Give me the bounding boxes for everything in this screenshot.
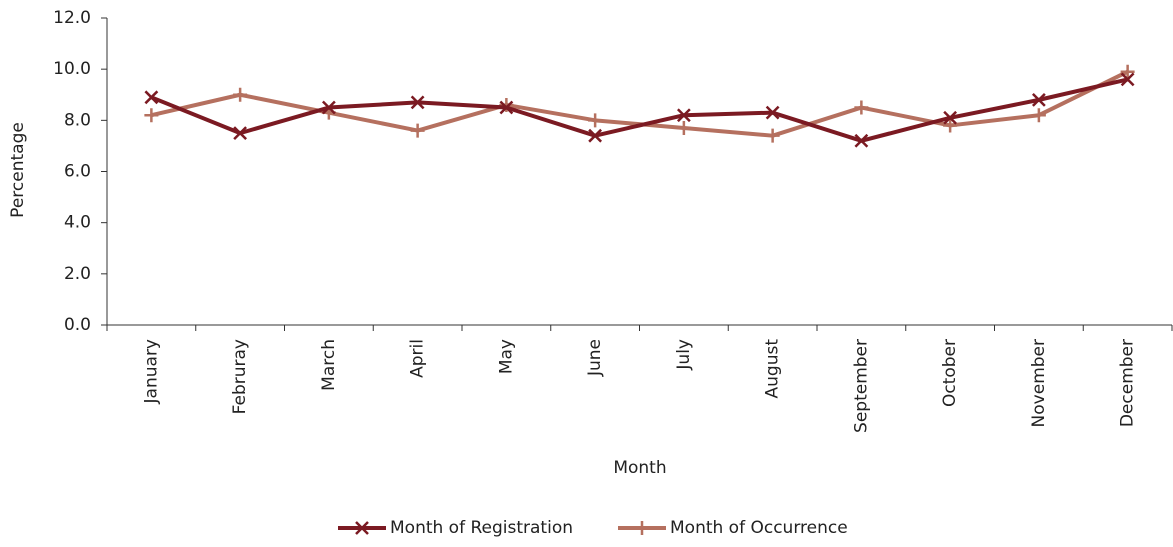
marker [499,100,514,115]
marker [499,97,514,112]
marker [765,128,780,143]
legend-label: Month of Registration [390,518,573,538]
y-tick-label: 2.0 [64,264,91,284]
marker [1031,108,1046,123]
x-tick-label: March [319,339,339,391]
y-axis-title: Percentage [8,122,28,218]
marker [588,113,603,128]
x-tick-label: November [1029,339,1049,427]
y-tick-label: 4.0 [64,213,91,233]
x-tick-label: April [408,339,428,378]
y-tick-label: 10.0 [53,59,91,79]
legend-label: Month of Occurrence [670,518,848,538]
marker [321,100,336,115]
x-tick-label: December [1118,339,1138,427]
marker [410,95,425,110]
marker [233,87,248,102]
x-tick-label: January [141,339,161,404]
marker [854,133,869,148]
y-tick-label: 0.0 [64,315,91,335]
marker [635,521,649,535]
x-tick-label: July [674,339,694,371]
marker [943,110,958,125]
marker [854,100,869,115]
marker [765,105,780,120]
x-tick-label: May [496,339,516,374]
marker [1120,72,1135,87]
x-tick-label: June [585,339,605,377]
x-tick-label: August [763,339,783,399]
series-line [150,77,1129,143]
marker [943,118,958,133]
marker [355,521,369,535]
marker [144,90,159,105]
y-tick-label: 6.0 [64,162,91,182]
x-axis-title: Month [613,458,666,478]
x-tick-label: October [940,339,960,407]
x-tick-label: Februray [230,339,250,414]
marker [410,123,425,138]
y-tick-label: 12.0 [53,8,91,28]
marker [1031,92,1046,107]
marker [588,128,603,143]
y-tick-label: 8.0 [64,110,91,130]
marker [233,126,248,141]
marker [144,108,159,123]
marker [676,121,691,136]
marker [1120,64,1135,79]
marker [676,108,691,123]
x-tick-label: September [851,339,871,433]
